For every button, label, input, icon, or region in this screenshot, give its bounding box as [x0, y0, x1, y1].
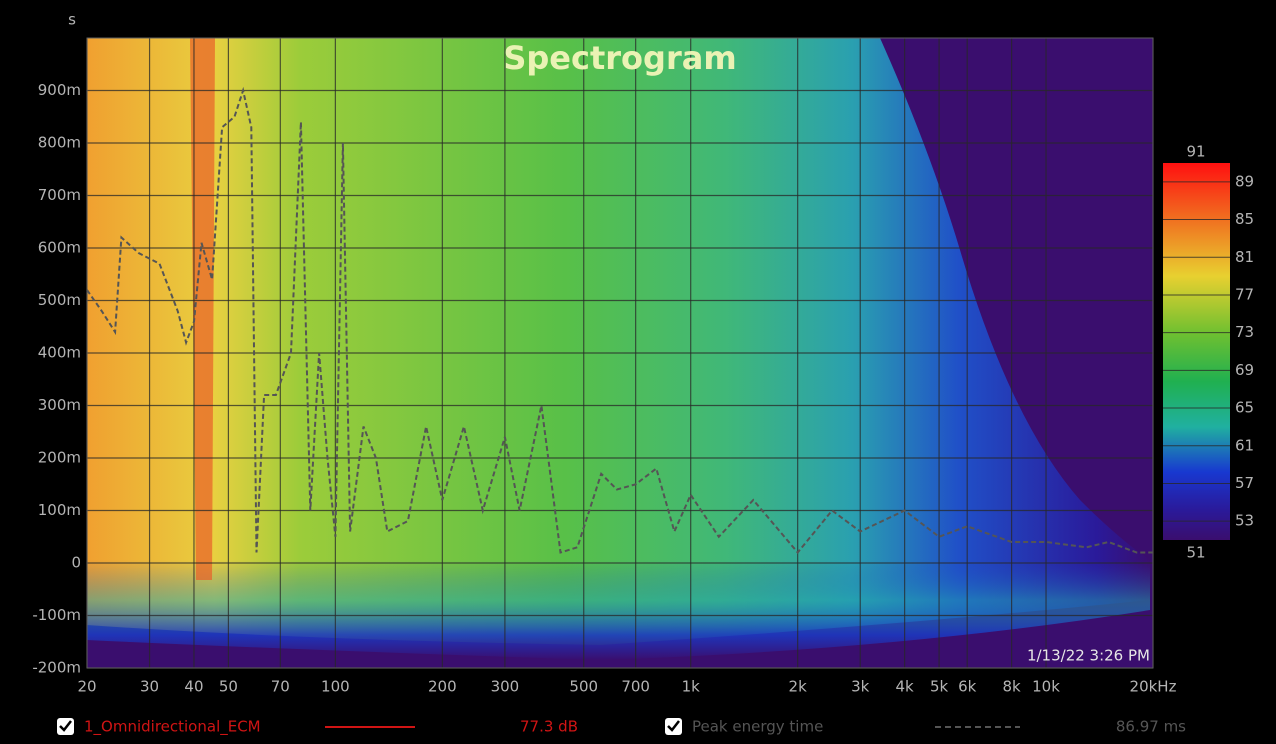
- x-tick-label: 1k: [682, 678, 701, 696]
- x-tick-label: 2k: [789, 678, 808, 696]
- x-tick-label: 5k: [930, 678, 949, 696]
- x-tick-label: 500: [569, 678, 598, 696]
- y-tick-label: 500m: [38, 291, 81, 309]
- x-tick-label: 70: [271, 678, 290, 696]
- y-tick-label: 100m: [38, 501, 81, 519]
- colorbar-tick-label: 61: [1235, 436, 1254, 454]
- timestamp: 1/13/22 3:26 PM: [1027, 647, 1150, 665]
- colorbar-tick-label: 77: [1235, 285, 1254, 303]
- x-tick-label: 30: [140, 678, 159, 696]
- colorbar-tick-label: 85: [1235, 210, 1254, 228]
- colorbar-tick-label: 53: [1235, 512, 1254, 530]
- x-tick-label: 4k: [896, 678, 915, 696]
- legend-label: Peak energy time: [692, 718, 823, 736]
- y-tick-label: 800m: [38, 134, 81, 152]
- y-tick-label: 700m: [38, 186, 81, 204]
- y-axis-label: s: [68, 11, 76, 29]
- colorbar-max: 91: [1186, 143, 1205, 161]
- colorbar-tick-label: 57: [1235, 474, 1254, 492]
- x-tick-label: 200: [428, 678, 457, 696]
- x-tick-label: 700: [621, 678, 650, 696]
- x-tick-label: 20: [77, 678, 96, 696]
- y-tick-label: -200m: [32, 659, 81, 677]
- x-tick-label: 100: [321, 678, 350, 696]
- y-tick-label: 900m: [38, 81, 81, 99]
- x-tick-label: 40: [184, 678, 203, 696]
- x-tick-label: 8k: [1002, 678, 1021, 696]
- legend-value: 77.3 dB: [520, 718, 578, 736]
- chart-title: Spectrogram: [503, 39, 736, 77]
- colorbar-tick-label: 89: [1235, 172, 1254, 190]
- colorbar-tick-label: 81: [1235, 248, 1254, 266]
- x-tick-label: 300: [491, 678, 520, 696]
- x-tick-label: 50: [219, 678, 238, 696]
- legend-value: 86.97 ms: [1116, 718, 1186, 736]
- colorbar-tick-label: 65: [1235, 399, 1254, 417]
- colorbar-min: 51: [1186, 544, 1205, 562]
- x-tick-label: 20kHz: [1130, 678, 1177, 696]
- y-tick-label: 400m: [38, 344, 81, 362]
- x-tick-label: 10k: [1032, 678, 1060, 696]
- colorbar-tick-label: 73: [1235, 323, 1254, 341]
- x-tick-label: 3k: [851, 678, 870, 696]
- y-tick-label: 300m: [38, 396, 81, 414]
- x-tick-label: 6k: [958, 678, 977, 696]
- y-tick-label: 0: [71, 554, 81, 572]
- y-tick-label: -100m: [32, 606, 81, 624]
- chart: Spectrogram s 1/13/22 3:26 PM 91 51 1_Om…: [0, 0, 1276, 744]
- colorbar-tick-label: 69: [1235, 361, 1254, 379]
- legend: 1_Omnidirectional_ECM 77.3 dB Peak energ…: [57, 718, 1186, 737]
- legend-label: 1_Omnidirectional_ECM: [84, 718, 261, 737]
- y-tick-label: 600m: [38, 239, 81, 257]
- y-tick-label: 200m: [38, 449, 81, 467]
